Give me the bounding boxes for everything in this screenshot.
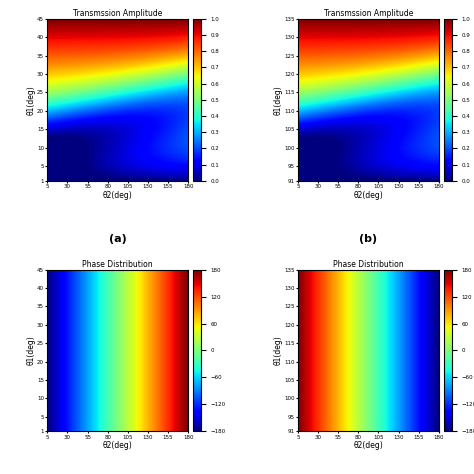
Title: Transmssion Amplitude: Transmssion Amplitude: [324, 9, 413, 18]
Title: Phase Distribution: Phase Distribution: [82, 260, 153, 269]
Title: Phase Distribution: Phase Distribution: [333, 260, 404, 269]
Text: (b): (b): [359, 234, 377, 244]
Y-axis label: θ1(deg): θ1(deg): [273, 85, 283, 115]
X-axis label: θ2(deg): θ2(deg): [103, 441, 133, 450]
Y-axis label: θ1(deg): θ1(deg): [27, 336, 36, 365]
Text: (a): (a): [109, 234, 127, 244]
Y-axis label: θ1(deg): θ1(deg): [273, 336, 283, 365]
Y-axis label: θ1(deg): θ1(deg): [27, 85, 36, 115]
Title: Transmssion Amplitude: Transmssion Amplitude: [73, 9, 163, 18]
X-axis label: θ2(deg): θ2(deg): [103, 191, 133, 200]
X-axis label: θ2(deg): θ2(deg): [354, 191, 383, 200]
X-axis label: θ2(deg): θ2(deg): [354, 441, 383, 450]
